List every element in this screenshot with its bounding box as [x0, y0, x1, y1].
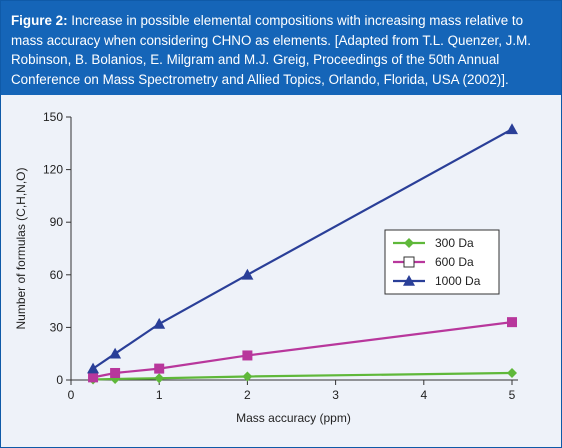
legend-swatch-marker [403, 275, 415, 286]
x-axis-title: Mass accuracy (ppm) [236, 411, 351, 425]
data-point [88, 372, 99, 383]
data-point [153, 317, 166, 329]
data-point [507, 367, 517, 378]
y-axis-title: Number of formulas (C,H,N,O) [14, 167, 28, 329]
legend-swatch-marker [403, 256, 415, 268]
legend: 300 Da 600 Da 1000 Da [384, 229, 500, 295]
x-tick-label: 1 [156, 388, 163, 402]
series-600-da [88, 317, 517, 383]
data-point [242, 350, 253, 361]
legend-swatch-marker [404, 238, 414, 248]
x-tick-label: 5 [509, 388, 516, 402]
y-tick-label: 30 [50, 320, 64, 334]
y-tick-label: 90 [50, 215, 64, 229]
data-point [241, 268, 254, 280]
series-1000-da [87, 123, 518, 374]
data-point [110, 367, 121, 378]
chart-axes: 0 30 60 90 120 150 0 1 2 3 4 5 [43, 110, 518, 402]
x-tick-label: 4 [420, 388, 427, 402]
figure-caption: Figure 2: Increase in possible elemental… [1, 1, 561, 95]
legend-label: 600 Da [435, 255, 474, 269]
data-point [507, 317, 517, 328]
y-tick-label: 120 [43, 163, 63, 177]
series-300-da [88, 367, 517, 385]
data-point [242, 371, 253, 382]
data-point [154, 373, 165, 384]
caption-text: Increase in possible elemental compositi… [11, 13, 531, 87]
data-point [506, 123, 518, 135]
x-tick-label: 2 [244, 388, 251, 402]
data-point [87, 362, 100, 374]
y-tick-label: 0 [56, 373, 63, 387]
data-point [109, 347, 122, 359]
legend-label: 300 Da [435, 236, 474, 250]
caption-label: Figure 2: [11, 13, 68, 28]
y-tick-label: 60 [50, 268, 64, 282]
x-tick-label: 3 [332, 388, 339, 402]
x-tick-label: 0 [68, 388, 75, 402]
series-layer [87, 123, 518, 385]
y-tick-label: 150 [43, 110, 63, 124]
legend-label: 1000 Da [435, 274, 481, 288]
data-point [154, 363, 165, 374]
